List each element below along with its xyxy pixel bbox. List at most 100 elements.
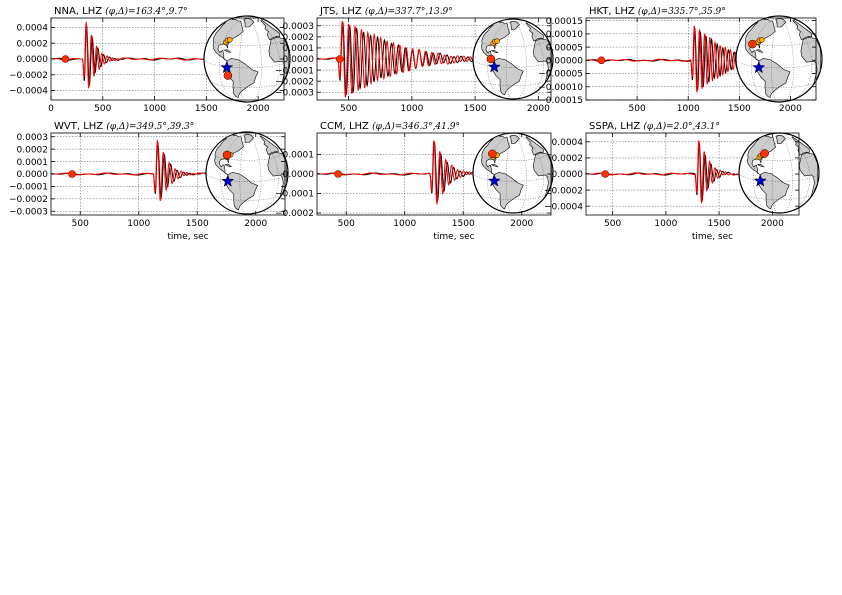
globe-content <box>739 134 819 213</box>
continent-shape <box>490 163 499 168</box>
y-tick-label: −0.0004 <box>544 202 583 212</box>
graticule-line <box>478 79 548 87</box>
y-tick-label: −0.00005 <box>538 70 583 80</box>
globe-inset <box>203 15 291 103</box>
azimuth-distance: (φ,Δ)=337.7°,13.9° <box>365 6 453 17</box>
network-station-marker <box>759 37 765 43</box>
origin-time-marker <box>334 170 342 178</box>
continent-shape <box>509 134 520 144</box>
graticule-line <box>784 18 813 101</box>
graticule-line <box>478 193 548 201</box>
azimuth-distance: (φ,Δ)=335.7°,35.9° <box>638 6 726 17</box>
continent-shape <box>532 152 552 196</box>
globe-inset <box>205 131 289 215</box>
x-axis-label: time, sec <box>692 232 733 242</box>
graticule-line <box>753 135 775 213</box>
graticule-line <box>744 193 814 201</box>
station-channel: WVT, LHZ <box>54 121 106 132</box>
x-tick-label: 500 <box>629 104 646 114</box>
graticule-line <box>751 18 775 102</box>
continent-shape <box>243 133 255 143</box>
x-tick-label: 500 <box>338 219 355 229</box>
event-star-icon <box>221 174 235 187</box>
origin-time-marker <box>61 55 70 63</box>
x-tick-label: 0 <box>48 104 54 114</box>
x-tick-label: 1000 <box>127 219 150 229</box>
event-star-icon <box>752 60 766 74</box>
x-axis-label: time, sec <box>167 232 208 242</box>
continent-shape <box>758 172 790 210</box>
graticule-line <box>209 37 285 46</box>
origin-time-marker <box>335 55 344 63</box>
origin-time-marker <box>597 56 606 65</box>
graticule-line <box>487 21 509 99</box>
graticule-line <box>204 59 290 69</box>
y-tick-label: −0.0003 <box>275 88 314 98</box>
y-tick-label: 0.0001 <box>283 44 315 54</box>
y-tick-label: 0.0000 <box>283 170 315 180</box>
y-tick-label: 0.0001 <box>283 151 315 161</box>
x-tick-label: 1000 <box>143 104 166 114</box>
origin-time-marker <box>68 170 76 178</box>
x-tick-label: 2000 <box>244 219 267 229</box>
y-tick-label: 0.0000 <box>552 170 584 180</box>
continent-shape <box>224 163 233 167</box>
continent-shape <box>798 152 818 196</box>
x-tick-label: 500 <box>94 104 111 114</box>
graticule-line <box>739 173 819 182</box>
station-marker <box>748 39 757 49</box>
station-channel: NNA, LHZ <box>54 6 105 17</box>
continent-shape <box>532 38 552 82</box>
azimuth-distance: (φ,Δ)=349.5°,39.3° <box>106 121 194 132</box>
graticule-line <box>239 19 246 102</box>
y-tick-label: 0.0000 <box>17 55 49 65</box>
panel-title: SSPA, LHZ (φ,Δ)=2.0°,43.1° <box>589 121 720 132</box>
station-channel: SSPA, LHZ <box>589 121 643 132</box>
y-tick-label: 0.00010 <box>546 30 583 40</box>
continent-shape <box>525 136 544 156</box>
graticule-line <box>515 135 527 213</box>
event-star-icon <box>220 60 234 74</box>
panel-ccm: 500 1000 1500 2000 0.0001 0.0000 −0.0001 −0.000… <box>275 121 554 242</box>
y-tick-label: −0.0001 <box>9 183 48 193</box>
graticule-line <box>771 135 778 213</box>
graticule-line <box>209 80 284 88</box>
panel-title: JTS, LHZ (φ,Δ)=337.7°,13.9° <box>319 6 453 17</box>
graticule-line <box>784 135 810 212</box>
globe-inset <box>738 132 820 214</box>
y-tick-label: −0.0003 <box>9 207 48 217</box>
event-star-icon <box>487 174 501 187</box>
graticule-line <box>505 135 512 213</box>
continent-shape <box>800 36 821 84</box>
x-tick-label: 1000 <box>654 219 677 229</box>
y-tick-label: −0.0002 <box>275 77 314 87</box>
globe-content <box>473 20 553 99</box>
continent-shape <box>775 134 786 144</box>
station-channel: HKT, LHZ <box>589 6 638 17</box>
y-tick-label: −0.0002 <box>9 71 48 81</box>
graticule-line <box>478 38 548 47</box>
x-tick-label: 1000 <box>393 219 416 229</box>
x-tick-label: 1500 <box>452 219 475 229</box>
x-tick-label: 1500 <box>464 104 487 114</box>
y-tick-label: 0.0001 <box>17 158 49 168</box>
panel-wvt: 500 1000 1500 2000 0.0003 0.0002 0.0001 0.0000 −… <box>9 121 289 242</box>
y-tick-label: −0.00015 <box>538 96 583 106</box>
graticule-line <box>220 134 243 214</box>
y-tick-label: 0.0004 <box>552 138 584 148</box>
station-marker <box>223 71 233 80</box>
graticule-line <box>518 135 544 212</box>
x-tick-label: 2000 <box>779 104 802 114</box>
azimuth-distance: (φ,Δ)=163.4°,9.7° <box>105 6 187 17</box>
continent-shape <box>490 49 499 54</box>
graticule-line <box>736 59 822 69</box>
graticule-line <box>781 135 793 213</box>
x-tick-label: 1500 <box>195 104 218 114</box>
x-tick-label: 2000 <box>510 219 533 229</box>
graticule-line <box>478 152 548 161</box>
graticule-line <box>473 59 553 68</box>
continent-shape <box>756 163 765 168</box>
panel-sspa: 500 1000 1500 2000 0.0004 0.0002 0.0000 −0.0002… <box>544 121 820 242</box>
graticule-line <box>744 152 814 161</box>
graticule-line <box>211 152 283 161</box>
